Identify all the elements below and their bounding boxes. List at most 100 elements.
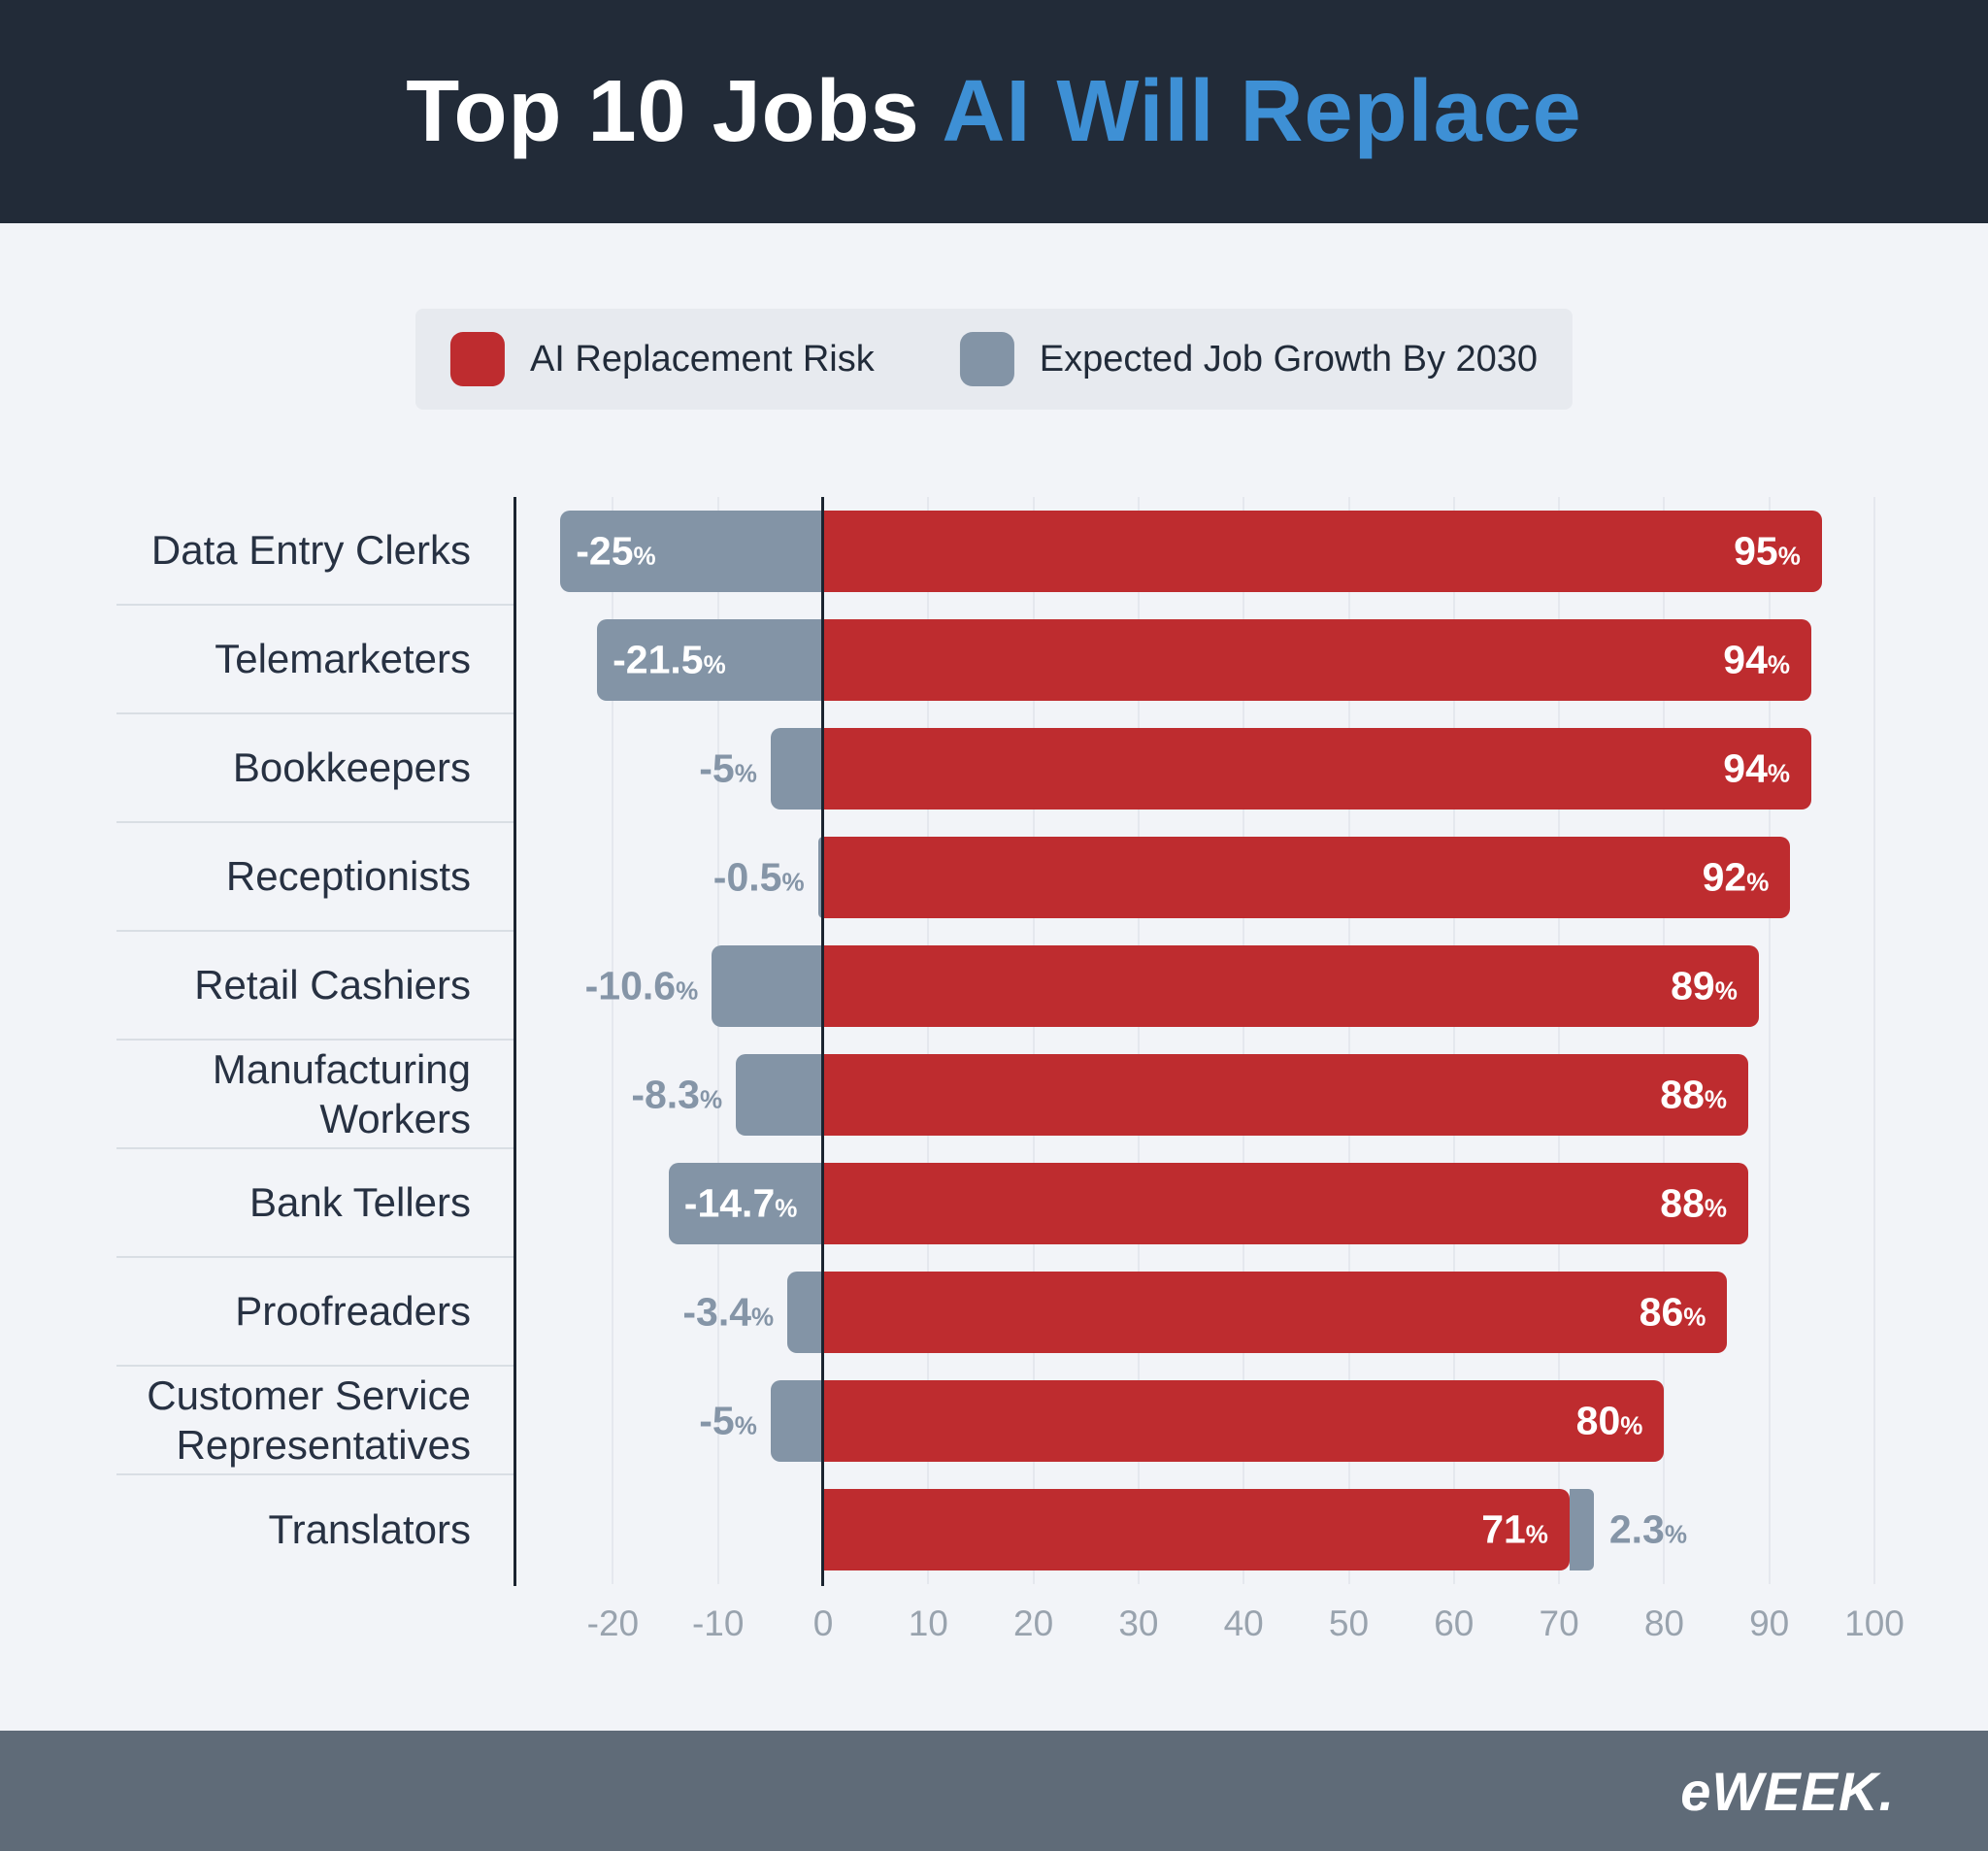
risk-value: 71% bbox=[1481, 1507, 1548, 1553]
legend-swatch-growth-icon bbox=[959, 332, 1014, 386]
chart-row: Receptionists 92% -0.5% bbox=[116, 823, 1932, 932]
percent-sign: % bbox=[1525, 1519, 1548, 1549]
growth-value: -10.6% bbox=[585, 964, 699, 1009]
growth-bar bbox=[1569, 1489, 1594, 1570]
axis-tick: 70 bbox=[1539, 1603, 1579, 1643]
axis-tick: 0 bbox=[812, 1603, 834, 1643]
category-label: Manufacturing Workers bbox=[116, 1041, 515, 1149]
gridline bbox=[1137, 497, 1140, 1584]
growth-value-number: -5 bbox=[699, 1398, 735, 1443]
category-label: Retail Cashiers bbox=[116, 932, 515, 1041]
page-title-white: Top 10 Jobs bbox=[406, 62, 920, 160]
gridline bbox=[716, 497, 719, 1584]
category-label: Translators bbox=[268, 1506, 471, 1553]
row-plot-area: 89% -10.6% bbox=[515, 932, 1932, 1041]
risk-value: 94% bbox=[1723, 746, 1790, 792]
growth-value-number: -0.5 bbox=[712, 854, 782, 900]
percent-sign: % bbox=[1767, 649, 1791, 679]
gridline bbox=[1558, 497, 1561, 1584]
risk-bar: 88% bbox=[823, 1163, 1749, 1244]
growth-value-number: -10.6 bbox=[584, 963, 677, 1008]
percent-sign: % bbox=[1767, 758, 1791, 788]
row-plot-area: 92% -0.5% bbox=[515, 823, 1932, 932]
chart-row: Proofreaders 86% -3.4% bbox=[116, 1258, 1932, 1367]
zero-axis-line bbox=[821, 497, 824, 1586]
growth-value-number: -8.3 bbox=[631, 1072, 700, 1117]
growth-value: -0.5% bbox=[713, 855, 805, 901]
risk-value-number: 92 bbox=[1702, 854, 1747, 900]
gridline bbox=[1768, 497, 1771, 1584]
percent-sign: % bbox=[734, 758, 757, 788]
legend-swatch-risk-icon bbox=[449, 332, 505, 386]
growth-value: -3.4% bbox=[682, 1290, 774, 1336]
axis-tick: 40 bbox=[1223, 1603, 1264, 1643]
category-label: Bank Tellers bbox=[116, 1149, 515, 1258]
gridline bbox=[1032, 497, 1035, 1584]
growth-bar bbox=[712, 945, 823, 1027]
risk-value-number: 88 bbox=[1660, 1180, 1705, 1226]
risk-bar: 94% bbox=[823, 619, 1812, 701]
chart-row: Bookkeepers 94% -5% bbox=[116, 714, 1932, 823]
gridline bbox=[1663, 497, 1666, 1584]
risk-value: 86% bbox=[1640, 1290, 1706, 1336]
percent-sign: % bbox=[676, 975, 699, 1006]
risk-bar: 92% bbox=[823, 837, 1791, 918]
gridline bbox=[612, 497, 614, 1584]
gridline bbox=[1242, 497, 1245, 1584]
category-label: Telemarketers bbox=[116, 606, 515, 714]
chart-legend: AI Replacement Risk Expected Job Growth … bbox=[414, 309, 1574, 410]
percent-sign: % bbox=[703, 649, 726, 679]
axis-tick: 80 bbox=[1643, 1603, 1684, 1643]
category-label: Proofreaders bbox=[116, 1258, 515, 1367]
category-label: Data Entry Clerks bbox=[116, 497, 515, 606]
row-plot-area: 94% -21.5% bbox=[515, 606, 1932, 714]
growth-value: -21.5% bbox=[613, 638, 726, 683]
risk-bar: 94% bbox=[823, 728, 1812, 810]
risk-value-number: 95 bbox=[1734, 528, 1778, 574]
gridline bbox=[1347, 497, 1350, 1584]
percent-sign: % bbox=[1714, 975, 1738, 1006]
percent-sign: % bbox=[1664, 1519, 1687, 1549]
risk-value-number: 89 bbox=[1671, 963, 1715, 1008]
eweek-logo: eWEEK. bbox=[1680, 1760, 1895, 1822]
growth-value: -5% bbox=[699, 746, 757, 792]
gridline bbox=[927, 497, 930, 1584]
risk-value: 95% bbox=[1734, 529, 1801, 575]
percent-sign: % bbox=[1620, 1410, 1643, 1440]
growth-value-number: 2.3 bbox=[1608, 1506, 1665, 1552]
axis-tick: -10 bbox=[691, 1603, 745, 1643]
growth-bar bbox=[770, 728, 823, 810]
legend-label-risk: AI Replacement Risk bbox=[529, 338, 875, 380]
row-plot-area: 94% -5% bbox=[515, 714, 1932, 823]
risk-value-number: 94 bbox=[1723, 745, 1768, 791]
axis-tick: 10 bbox=[908, 1603, 948, 1643]
chart-row: Retail Cashiers 89% -10.6% bbox=[116, 932, 1932, 1041]
growth-value: 2.3% bbox=[1609, 1507, 1687, 1553]
chart-row: Customer Service Representatives 80% -5% bbox=[116, 1367, 1932, 1475]
percent-sign: % bbox=[775, 1193, 798, 1223]
risk-value: 89% bbox=[1671, 964, 1738, 1009]
gridline bbox=[1452, 497, 1455, 1584]
growth-bar: -14.7% bbox=[668, 1163, 823, 1244]
risk-value: 94% bbox=[1723, 638, 1790, 683]
row-plot-area: 71% 2.3% bbox=[515, 1475, 1932, 1584]
growth-value: -25% bbox=[576, 529, 655, 575]
growth-bar bbox=[787, 1272, 823, 1353]
growth-value-number: -14.7 bbox=[683, 1180, 776, 1226]
percent-sign: % bbox=[699, 1084, 723, 1114]
category-label: Customer Service Representatives bbox=[116, 1367, 515, 1475]
page-title-blue: AI Will Replace bbox=[942, 62, 1582, 160]
risk-bar: 88% bbox=[823, 1054, 1749, 1136]
chart-row: Data Entry Clerks 95% -25% bbox=[116, 497, 1932, 606]
row-plot-area: 95% -25% bbox=[515, 497, 1932, 606]
chart-rows: Data Entry Clerks 95% -25% Telemarketers 94%… bbox=[116, 497, 1932, 1584]
risk-bar: 86% bbox=[823, 1272, 1728, 1353]
footer-bar: eWEEK. bbox=[0, 1731, 1988, 1851]
x-axis-ticks: -20 -10 0 10 20 30 40 50 60 70 80 90 100 bbox=[116, 1603, 1932, 1650]
risk-bar: 71% bbox=[823, 1489, 1570, 1570]
growth-bar: -21.5% bbox=[597, 619, 823, 701]
axis-tick: 50 bbox=[1328, 1603, 1370, 1643]
risk-value-number: 94 bbox=[1723, 637, 1768, 682]
percent-sign: % bbox=[751, 1302, 775, 1332]
